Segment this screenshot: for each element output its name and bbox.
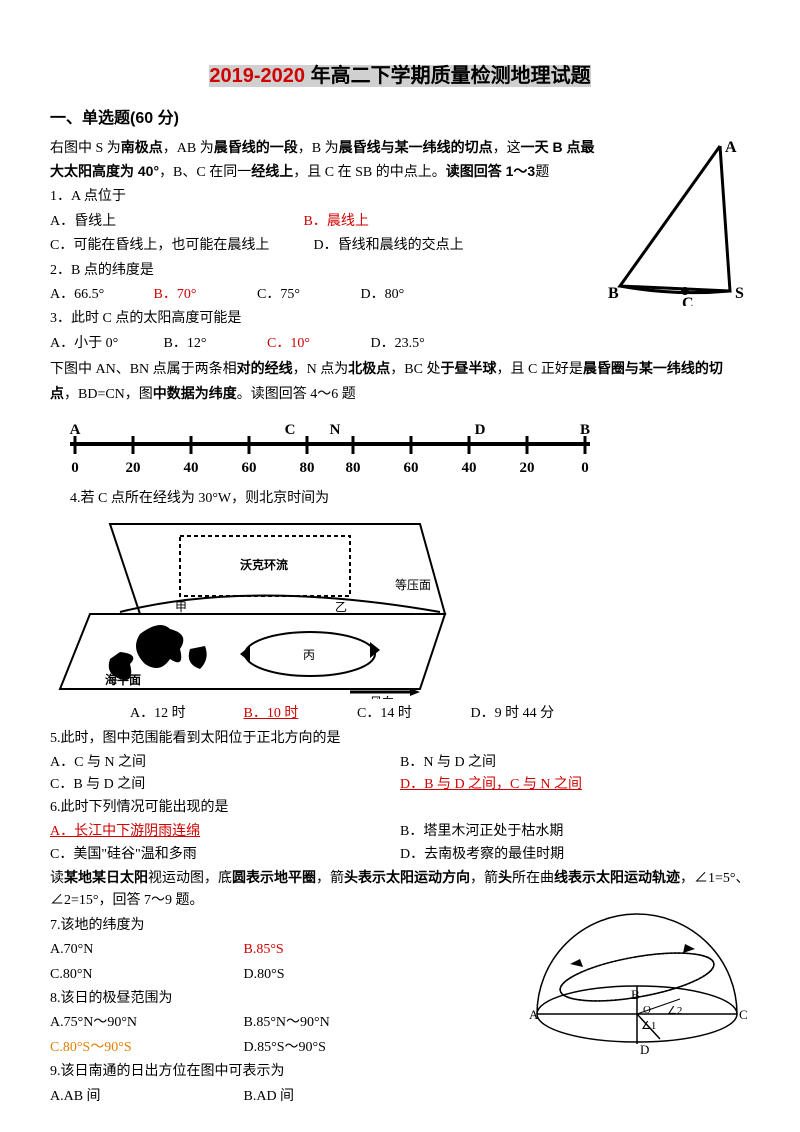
q8-opt-a: A.75°N～90°N	[50, 1012, 240, 1034]
svg-text:B: B	[608, 285, 619, 302]
q4: 4.若 C 点所在经线为 30°W，则北京时间为	[50, 488, 750, 510]
svg-text:C: C	[682, 295, 694, 306]
svg-text:N: N	[330, 422, 341, 438]
figure-dome: A C B D O ∠1 ∠2	[525, 909, 750, 1059]
svg-text:甲: 甲	[175, 600, 187, 614]
q6-opts-2: C．美国"硅谷"温和多雨 D．去南极考察的最佳时期	[50, 844, 750, 866]
svg-text:80: 80	[300, 460, 315, 476]
q3: 3．此时 C 点的太阳高度可能是	[50, 308, 750, 330]
q9-opt-a: A.AB 间	[50, 1086, 240, 1108]
q3-opts: A．小于 0° B．12° C．10° D．23.5°	[50, 333, 750, 355]
svg-text:A: A	[70, 422, 81, 438]
q5-opts: A．C 与 N 之间 B．N 与 D 之间	[50, 752, 750, 774]
q8-opt-d: D.85°S～90°S	[244, 1037, 326, 1059]
q2-opt-c: C．75°	[257, 284, 357, 306]
q4-opt-b: B．10 时	[244, 703, 354, 725]
q4-opt-d: D．9 时 44 分	[471, 703, 555, 725]
svg-text:60: 60	[404, 460, 419, 476]
svg-text:40: 40	[184, 460, 199, 476]
q2-opt-d: D．80°	[361, 284, 405, 306]
q3-opt-d: D．23.5°	[371, 333, 425, 355]
passage-3: 读某地某日太阳视运动图，底圆表示地平圈，箭头表示太阳运动方向，箭头所在曲线表示太…	[50, 866, 750, 913]
q5: 5.此时，图中范围能看到太阳位于正北方向的是	[50, 728, 750, 750]
q8-opt-c: C.80°S～90°S	[50, 1037, 240, 1059]
q1-opt-b: B．晨线上	[304, 211, 369, 233]
q5-opt-d: D．B 与 D 之间，C 与 N 之间	[400, 777, 582, 792]
q4-opt-a: A．12 时	[130, 703, 240, 725]
figure-walker: 沃克环流 等压面 甲 乙 丙 海平面 风向	[50, 514, 750, 699]
section-header: 一、单选题(60 分)	[50, 106, 750, 132]
svg-text:风向: 风向	[370, 694, 394, 699]
q5-opt-a: A．C 与 N 之间	[50, 755, 146, 770]
svg-text:A: A	[529, 1007, 539, 1022]
q1-opt-c: C．可能在昏线上，也可能在晨线上	[50, 235, 310, 257]
svg-text:0: 0	[581, 460, 589, 476]
svg-text:B: B	[631, 987, 640, 1002]
svg-text:0: 0	[71, 460, 79, 476]
q3-opt-b: B．12°	[164, 333, 264, 355]
svg-text:D: D	[475, 422, 486, 438]
title-rest: 年高二下学期质量检测地理试题	[305, 65, 591, 87]
svg-text:沃克环流: 沃克环流	[240, 557, 288, 572]
svg-text:80: 80	[346, 460, 361, 476]
q1-opt-a: A．昏线上	[50, 211, 300, 233]
q2-opt-a: A．66.5°	[50, 284, 150, 306]
passage-2: 下图中 AN、BN 点属于两条相对的经线，N 点为北极点，BC 处于昼半球，且 …	[50, 357, 750, 406]
q6-opt-d: D．去南极考察的最佳时期	[400, 847, 564, 862]
q7-opt-d: D.80°S	[244, 964, 285, 986]
svg-text:海平面: 海平面	[105, 672, 141, 687]
q4-opts: A．12 时 B．10 时 C．14 时 D．9 时 44 分	[50, 703, 750, 725]
q6-opts: A．长江中下游阴雨连绵 B．塔里木河正处于枯水期	[50, 821, 750, 843]
figure-triangle: A B C S	[600, 136, 750, 306]
q8-opt-b: B.85°N～90°N	[244, 1012, 330, 1034]
svg-text:20: 20	[520, 460, 535, 476]
q2-opt-b: B．70°	[154, 284, 254, 306]
figure-ruler: A C N D B 0 20 40 60 80 80 60 40 20 0	[50, 414, 750, 482]
q5-opt-c: C．B 与 D 之间	[50, 777, 145, 792]
q9-opt-b: B.AD 间	[244, 1086, 295, 1108]
svg-text:D: D	[640, 1042, 649, 1057]
q3-opt-a: A．小于 0°	[50, 333, 160, 355]
q7-opt-a: A.70°N	[50, 939, 240, 961]
q4-opt-c: C．14 时	[357, 703, 467, 725]
q6-opt-b: B．塔里木河正处于枯水期	[400, 824, 563, 839]
q6-opt-a: A．长江中下游阴雨连绵	[50, 824, 200, 839]
q5-opts-2: C．B 与 D 之间 D．B 与 D 之间，C 与 N 之间	[50, 774, 750, 796]
svg-text:A: A	[725, 139, 737, 156]
svg-text:∠1: ∠1	[641, 1020, 656, 1032]
svg-text:S: S	[735, 285, 744, 302]
svg-text:C: C	[739, 1007, 748, 1022]
svg-text:O: O	[643, 1004, 651, 1016]
q7-opt-c: C.80°N	[50, 964, 240, 986]
svg-text:60: 60	[242, 460, 257, 476]
q7-opt-b: B.85°S	[244, 939, 284, 961]
svg-text:等压面: 等压面	[395, 578, 431, 592]
svg-text:乙: 乙	[335, 600, 347, 614]
q9-opts: A.AB 间 B.AD 间	[50, 1086, 750, 1108]
q1-opt-d: D．昏线和晨线的交点上	[314, 235, 464, 257]
svg-text:丙: 丙	[303, 648, 315, 662]
svg-text:40: 40	[462, 460, 477, 476]
title-year: 2019-2020	[209, 65, 305, 87]
svg-text:B: B	[580, 422, 590, 438]
q3-opt-c: C．10°	[267, 333, 367, 355]
q9: 9.该日南通的日出方位在图中可表示为	[50, 1061, 750, 1083]
svg-text:∠2: ∠2	[667, 1005, 682, 1017]
svg-text:20: 20	[126, 460, 141, 476]
q6-opt-c: C．美国"硅谷"温和多雨	[50, 847, 197, 862]
svg-text:C: C	[285, 422, 296, 438]
page-title: 2019-2020 年高二下学期质量检测地理试题	[50, 60, 750, 92]
q5-opt-b: B．N 与 D 之间	[400, 755, 496, 770]
q6: 6.此时下列情况可能出现的是	[50, 797, 750, 819]
